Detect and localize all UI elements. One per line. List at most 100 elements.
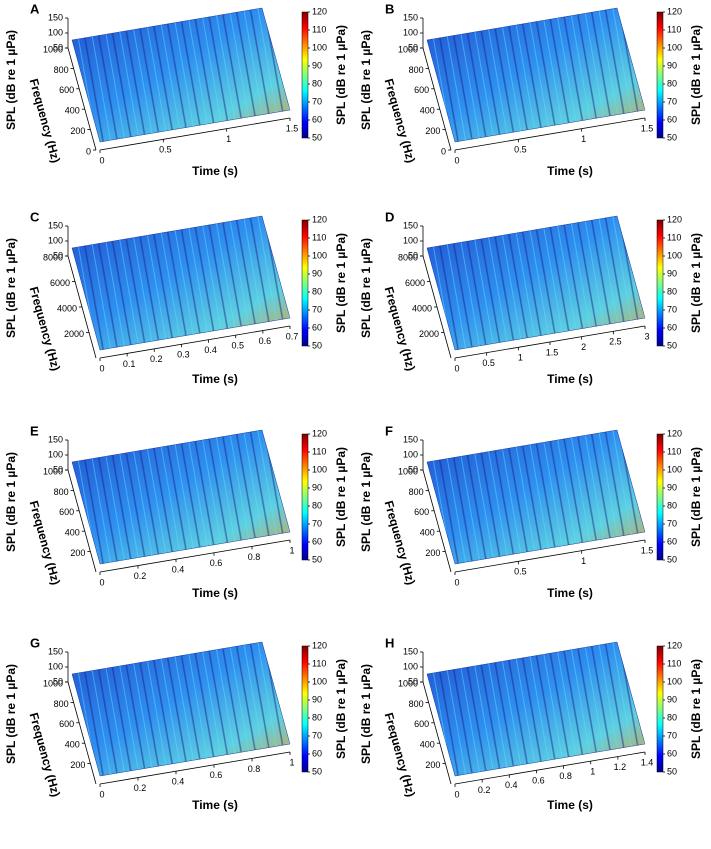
y-tick-label: 400	[420, 528, 435, 538]
y-tick-label: 400	[420, 740, 435, 750]
y-tick-label: 400	[420, 106, 435, 116]
y-tick-label: 6000	[405, 278, 425, 288]
colorbar-tick-label: 60	[667, 536, 677, 546]
colorbar	[301, 11, 309, 139]
x-tick-label: 1	[226, 134, 231, 144]
colorbar-tick-label: 110	[667, 658, 681, 668]
y-tick-label: 4000	[412, 303, 432, 313]
x-tick-label: 0.8	[248, 552, 261, 562]
z-tick-label: 150	[48, 220, 63, 230]
time-axis	[99, 325, 291, 359]
colorbar-tick-label: 120	[667, 6, 682, 16]
z-tick-label: 50	[408, 250, 418, 260]
surface-texture	[427, 642, 645, 776]
x-tick-label: 2	[581, 342, 586, 352]
y-label: Frequency (Hz)	[27, 285, 63, 372]
y-tick-label: 1000	[398, 44, 418, 54]
panel-letter: C	[30, 209, 40, 224]
x-tick-label: 0.2	[150, 354, 163, 364]
panel-letter: H	[385, 635, 394, 650]
y-label: Frequency (Hz)	[382, 285, 418, 372]
y-tick-label: 1000	[398, 678, 418, 688]
colorbar-tick-label: 120	[312, 214, 327, 224]
x-tick-label: 0.1	[123, 359, 136, 369]
colorbar-tick-label: 80	[312, 712, 322, 722]
x-tick-label: 0.4	[505, 780, 518, 790]
colorbar	[301, 219, 309, 347]
colorbar-tick-label: 70	[667, 304, 677, 314]
surface-texture	[72, 430, 290, 564]
y-tick-label: 8000	[43, 252, 63, 262]
colorbar-tick-label: 80	[667, 78, 677, 88]
colorbar-tick-label: 60	[667, 748, 677, 758]
frequency-axis	[67, 681, 97, 785]
frequency-axis	[67, 469, 97, 573]
z-tick-label: 100	[403, 449, 418, 459]
colorbar-tick-label: 50	[312, 132, 322, 142]
panel-letter: D	[385, 209, 394, 224]
frequency-axis	[422, 469, 452, 573]
x-tick-label: 1	[581, 134, 586, 144]
y-label: Frequency (Hz)	[382, 499, 418, 586]
y-tick-label: 800	[409, 65, 424, 75]
colorbar-tick-label: 60	[667, 114, 677, 124]
z-tick-label: 50	[53, 42, 63, 52]
y-tick-label: 1000	[398, 466, 418, 476]
z-label: SPL (dB re 1 µPa)	[359, 30, 373, 130]
y-tick-label: 0	[86, 146, 91, 156]
surface-texture	[427, 430, 645, 564]
time-axis	[99, 751, 291, 785]
time-axis	[454, 117, 646, 151]
x-tick-label: 0	[99, 789, 104, 799]
colorbar-tick-label: 120	[312, 428, 327, 438]
surface-texture	[72, 216, 290, 350]
x-tick-label: 1	[518, 353, 523, 363]
y-tick-label: 6000	[50, 278, 70, 288]
colorbar-tick-label: 50	[667, 132, 677, 142]
x-label: Time (s)	[547, 798, 593, 812]
y-tick-label: 600	[59, 507, 74, 517]
colorbar-tick-label: 90	[312, 482, 322, 492]
z-tick-label: 100	[403, 661, 418, 671]
surface-texture	[72, 8, 290, 142]
panel: D00.511.522.53200040006000800050100150SP…	[359, 209, 703, 386]
panel-letter: E	[30, 423, 39, 438]
y-label: Frequency (Hz)	[27, 711, 63, 798]
x-tick-label: 0.8	[559, 771, 572, 781]
colorbar	[656, 645, 664, 773]
colorbar-tick-label: 90	[667, 60, 677, 70]
colorbar-tick-label: 60	[312, 536, 322, 546]
colorbar-label: SPL (dB re 1 µPa)	[334, 659, 348, 759]
y-label: Frequency (Hz)	[27, 499, 63, 586]
colorbar-tick-label: 100	[312, 464, 327, 474]
colorbar-tick-label: 60	[312, 114, 322, 124]
colorbar	[656, 433, 664, 561]
colorbar-tick-label: 90	[312, 60, 322, 70]
y-tick-label: 600	[414, 507, 429, 517]
x-tick-label: 0.4	[172, 777, 185, 787]
z-tick-label: 100	[48, 661, 63, 671]
x-tick-label: 0.5	[482, 358, 495, 368]
colorbar-tick-label: 100	[667, 42, 682, 52]
y-tick-label: 0	[441, 146, 446, 156]
x-tick-label: 0.5	[514, 567, 527, 577]
x-tick-label: 0.6	[210, 558, 223, 568]
y-tick-label: 1000	[43, 678, 63, 688]
colorbar-tick-label: 100	[312, 676, 327, 686]
colorbar-tick-label: 70	[312, 96, 322, 106]
y-tick-label: 800	[54, 699, 69, 709]
colorbar-tick-label: 50	[667, 766, 677, 776]
x-tick-label: 0	[454, 577, 459, 587]
colorbar-tick-label: 110	[667, 232, 681, 242]
colorbar-tick-label: 100	[312, 42, 327, 52]
z-label: SPL (dB re 1 µPa)	[4, 30, 18, 130]
z-label: SPL (dB re 1 µPa)	[359, 664, 373, 764]
x-tick-label: 1.5	[641, 123, 654, 133]
y-tick-label: 800	[409, 699, 424, 709]
z-tick-label: 150	[403, 646, 418, 656]
y-tick-label: 600	[59, 85, 74, 95]
x-label: Time (s)	[547, 586, 593, 600]
x-tick-label: 0.2	[478, 785, 491, 795]
z-tick-label: 150	[48, 434, 63, 444]
